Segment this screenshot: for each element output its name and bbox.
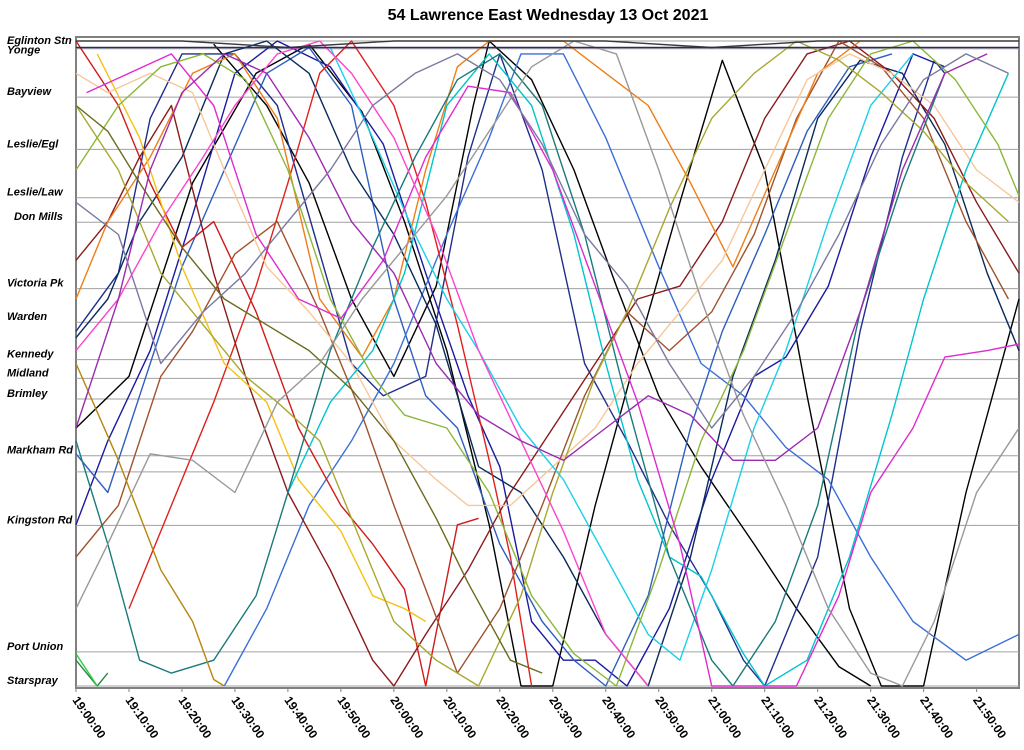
series-line-18: [75, 653, 98, 687]
series-line-13: [75, 53, 1020, 507]
x-tick-label-14: 21:20:00: [811, 694, 850, 742]
series-line-14: [287, 53, 1010, 687]
series-lines: [75, 40, 1020, 687]
x-tick-label-10: 20:40:00: [599, 694, 638, 742]
stop-label-13: Port Union: [7, 641, 63, 653]
stop-label-14: Starspray: [7, 675, 59, 687]
stop-label-0: Eglinton Stn: [7, 35, 72, 47]
series-line-27: [75, 53, 1009, 429]
x-tick-label-0: 19:00:00: [70, 694, 109, 742]
stop-label-12: Kingston Rd: [7, 514, 73, 526]
stop-label-9: Midland: [7, 367, 49, 379]
plot-frame: [75, 36, 1020, 689]
series-line-22: [75, 363, 225, 687]
stop-label-3: Leslie/Egl: [7, 138, 59, 150]
stop-label-5: Don Mills: [14, 211, 63, 223]
series-line-25: [75, 53, 988, 461]
stop-label-2: Bayview: [7, 86, 52, 98]
x-tick-label-12: 21:00:00: [705, 694, 744, 742]
x-tick-label-1: 19:10:00: [123, 694, 162, 742]
x-tick-label-13: 21:10:00: [758, 694, 797, 742]
x-tick-label-11: 20:50:00: [652, 694, 691, 742]
stop-label-11: Markham Rd: [7, 445, 73, 457]
x-tick-label-8: 20:20:00: [493, 694, 532, 742]
x-tick-label-5: 19:50:00: [334, 694, 373, 742]
series-line-4: [75, 46, 893, 687]
time-tick-labels: 19:00:00 19:10:00 19:20:00 19:30:00 19:40:00…: [70, 688, 1009, 742]
series-line-23: [86, 53, 1020, 687]
stop-label-4: Leslie/Law: [7, 187, 64, 199]
series-line-7: [75, 40, 479, 687]
series-line-28: [76, 40, 1019, 49]
x-tick-label-16: 21:40:00: [917, 694, 956, 742]
series-line-3: [75, 40, 946, 687]
series-line-0: [75, 43, 1020, 687]
series-line-8: [128, 40, 533, 687]
series-line-21: [75, 104, 543, 674]
x-tick-label-6: 20:00:00: [387, 694, 426, 742]
x-tick-label-4: 19:40:00: [281, 694, 320, 742]
stop-label-7: Warden: [7, 311, 47, 323]
x-tick-label-7: 20:10:00: [440, 694, 479, 742]
series-line-26: [75, 40, 1020, 687]
x-tick-label-3: 19:30:00: [228, 694, 267, 742]
series-line-11: [75, 40, 861, 358]
x-tick-label-17: 21:50:00: [970, 694, 1009, 742]
series-line-20: [75, 40, 1009, 687]
series-line-5: [223, 53, 1020, 687]
x-tick-label-9: 20:30:00: [546, 694, 585, 742]
series-line-10: [75, 40, 1010, 674]
stop-label-1: Yonge: [7, 45, 40, 57]
series-line-12: [96, 53, 427, 623]
series-line-1: [213, 40, 872, 687]
series-line-24: [75, 40, 649, 687]
series-line-19: [75, 40, 1020, 687]
stop-label-10: Brimley: [7, 388, 48, 400]
series-line-16: [75, 53, 946, 687]
stop-label-6: Victoria Pk: [7, 278, 64, 290]
x-tick-label-15: 21:30:00: [864, 694, 903, 742]
series-line-15: [329, 47, 914, 661]
stop-label-8: Kennedy: [7, 349, 54, 361]
chart-title: 54 Lawrence East Wednesday 13 Oct 2021: [388, 7, 709, 24]
x-tick-label-2: 19:20:00: [175, 694, 214, 742]
